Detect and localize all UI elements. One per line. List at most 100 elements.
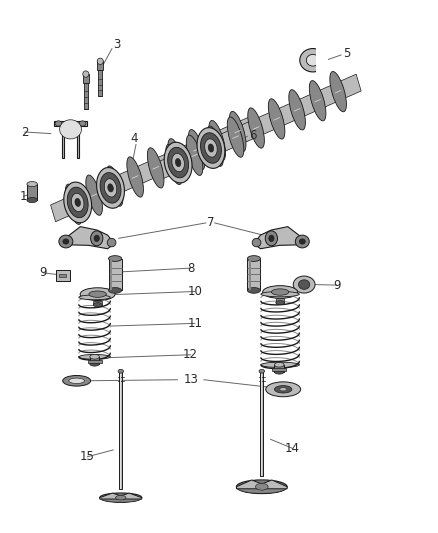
- Polygon shape: [272, 368, 286, 370]
- Ellipse shape: [101, 495, 141, 502]
- Ellipse shape: [65, 184, 82, 224]
- Ellipse shape: [109, 256, 122, 261]
- Text: 7: 7: [207, 216, 214, 229]
- Ellipse shape: [108, 184, 113, 192]
- Ellipse shape: [102, 495, 140, 502]
- Text: 14: 14: [285, 442, 300, 455]
- Ellipse shape: [83, 71, 89, 77]
- Polygon shape: [90, 357, 99, 364]
- Ellipse shape: [100, 494, 141, 502]
- Ellipse shape: [100, 173, 121, 203]
- Ellipse shape: [63, 239, 69, 244]
- Ellipse shape: [89, 291, 106, 297]
- Polygon shape: [316, 47, 328, 74]
- Ellipse shape: [172, 154, 184, 172]
- Ellipse shape: [227, 117, 244, 157]
- Ellipse shape: [55, 121, 62, 126]
- Ellipse shape: [104, 179, 117, 197]
- Ellipse shape: [209, 120, 226, 161]
- Ellipse shape: [197, 127, 225, 168]
- Ellipse shape: [107, 238, 116, 247]
- Ellipse shape: [147, 148, 164, 188]
- Ellipse shape: [272, 289, 289, 295]
- Ellipse shape: [90, 354, 99, 359]
- Ellipse shape: [330, 71, 346, 112]
- Ellipse shape: [100, 493, 142, 502]
- Ellipse shape: [269, 235, 274, 241]
- Polygon shape: [276, 298, 285, 303]
- Ellipse shape: [295, 235, 309, 248]
- Ellipse shape: [93, 303, 102, 307]
- Ellipse shape: [205, 139, 217, 157]
- Ellipse shape: [268, 99, 285, 139]
- Ellipse shape: [75, 198, 81, 206]
- Ellipse shape: [188, 130, 205, 170]
- Ellipse shape: [289, 90, 305, 130]
- Text: 10: 10: [187, 285, 202, 298]
- Ellipse shape: [252, 238, 261, 247]
- Ellipse shape: [207, 126, 223, 166]
- Ellipse shape: [238, 483, 285, 494]
- Ellipse shape: [263, 286, 297, 298]
- Polygon shape: [275, 365, 284, 372]
- Polygon shape: [88, 360, 102, 362]
- Polygon shape: [109, 259, 122, 290]
- Polygon shape: [50, 114, 261, 222]
- Polygon shape: [249, 259, 251, 290]
- Polygon shape: [56, 270, 70, 281]
- Ellipse shape: [27, 198, 37, 203]
- Ellipse shape: [63, 375, 91, 386]
- Polygon shape: [247, 259, 261, 290]
- Ellipse shape: [280, 387, 287, 391]
- Ellipse shape: [97, 167, 124, 208]
- Ellipse shape: [166, 144, 182, 184]
- Ellipse shape: [101, 494, 141, 502]
- Ellipse shape: [298, 280, 310, 289]
- Polygon shape: [54, 122, 87, 158]
- Polygon shape: [151, 74, 361, 182]
- Polygon shape: [254, 227, 304, 249]
- Polygon shape: [93, 301, 102, 305]
- Ellipse shape: [175, 158, 181, 167]
- Ellipse shape: [247, 256, 261, 261]
- Polygon shape: [119, 371, 122, 489]
- Ellipse shape: [106, 166, 123, 206]
- Ellipse shape: [79, 295, 110, 300]
- Ellipse shape: [168, 147, 189, 178]
- Ellipse shape: [60, 120, 81, 139]
- Ellipse shape: [259, 369, 265, 373]
- Text: 5: 5: [343, 47, 350, 60]
- Ellipse shape: [309, 80, 326, 121]
- Ellipse shape: [237, 481, 286, 493]
- Polygon shape: [260, 371, 263, 476]
- Polygon shape: [83, 74, 89, 83]
- Ellipse shape: [86, 175, 102, 215]
- Ellipse shape: [186, 135, 203, 175]
- Ellipse shape: [94, 235, 99, 241]
- Ellipse shape: [201, 133, 221, 163]
- Ellipse shape: [79, 354, 110, 359]
- Polygon shape: [237, 480, 287, 489]
- Ellipse shape: [293, 276, 315, 293]
- Ellipse shape: [248, 108, 265, 148]
- Ellipse shape: [299, 239, 305, 244]
- Polygon shape: [59, 274, 66, 277]
- Ellipse shape: [116, 495, 126, 500]
- Text: 2: 2: [21, 125, 28, 139]
- Text: 13: 13: [183, 373, 198, 386]
- Ellipse shape: [164, 142, 192, 183]
- Polygon shape: [64, 227, 114, 249]
- Text: 9: 9: [333, 279, 341, 292]
- Text: 12: 12: [183, 348, 198, 361]
- Ellipse shape: [27, 182, 37, 187]
- Text: 3: 3: [113, 38, 120, 51]
- Ellipse shape: [208, 144, 214, 152]
- Ellipse shape: [118, 369, 124, 373]
- Ellipse shape: [306, 54, 319, 66]
- Ellipse shape: [275, 362, 284, 367]
- Text: 11: 11: [187, 317, 202, 330]
- Ellipse shape: [64, 182, 92, 223]
- Ellipse shape: [247, 287, 261, 293]
- Ellipse shape: [261, 292, 299, 297]
- Ellipse shape: [266, 382, 300, 397]
